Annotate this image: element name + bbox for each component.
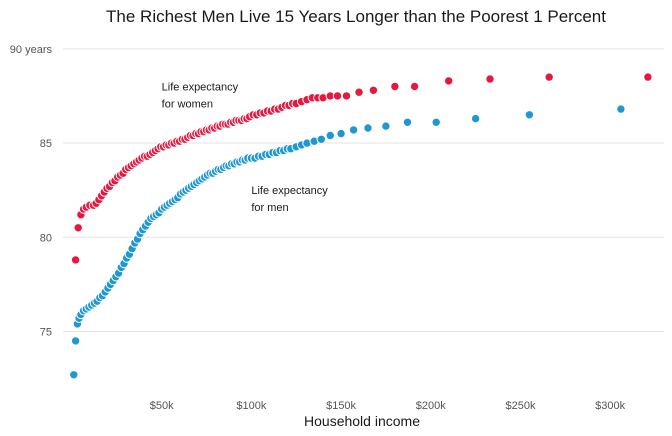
y-tick-label: 90 years [10, 44, 53, 56]
annotation-text: Life expectancy [251, 185, 328, 197]
series-women [70, 72, 653, 265]
data-point [348, 125, 359, 135]
y-tick-label: 80 [40, 232, 52, 244]
chart-title: The Richest Men Live 15 Years Longer tha… [106, 7, 606, 26]
data-point [485, 74, 495, 84]
x-tick-label: $250k [505, 400, 535, 412]
data-point [70, 255, 81, 265]
data-points [69, 72, 653, 380]
annotation-text: Life expectancy [162, 81, 239, 93]
x-tick-label: $200k [416, 400, 446, 412]
x-tick-label: $300k [595, 400, 625, 412]
data-point [544, 72, 554, 82]
x-axis-ticks: $50k $100k $150k $200k $250k $300k [150, 400, 626, 412]
data-point [402, 117, 413, 128]
data-point [409, 81, 420, 92]
data-point [70, 336, 81, 346]
annotation-text: for men [251, 202, 288, 214]
annotation-text: for women [162, 98, 213, 110]
x-tick-label: $100k [236, 400, 266, 412]
y-tick-label: 85 [40, 138, 52, 150]
y-tick-label: 75 [40, 326, 52, 338]
data-point [354, 87, 364, 97]
data-point [431, 117, 441, 128]
data-point [363, 123, 373, 133]
series-men [69, 104, 626, 380]
x-tick-label: $50k [150, 400, 174, 412]
data-point [524, 110, 535, 120]
x-tick-label: $150k [326, 400, 356, 412]
data-point [643, 72, 653, 82]
data-point [341, 91, 352, 101]
data-point [470, 113, 481, 124]
y-axis-ticks: 90 years 85 80 75 [10, 44, 53, 339]
data-point [444, 76, 454, 86]
data-point [390, 81, 400, 92]
x-axis-label: Household income [304, 413, 420, 429]
annotations: Life expectancy for women Life expectancy f… [162, 81, 329, 214]
data-point [69, 370, 79, 380]
data-point [616, 104, 626, 114]
data-point [368, 85, 379, 96]
data-point [316, 134, 326, 145]
data-point [73, 223, 83, 233]
data-point [332, 91, 343, 101]
data-point [336, 128, 346, 139]
data-point [325, 130, 335, 141]
data-point [381, 121, 391, 131]
